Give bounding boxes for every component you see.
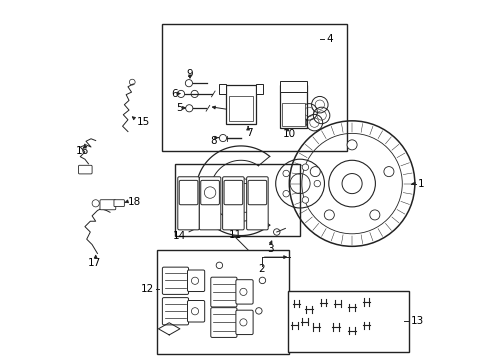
Text: 18: 18 bbox=[128, 197, 141, 207]
FancyBboxPatch shape bbox=[187, 301, 204, 322]
FancyBboxPatch shape bbox=[280, 81, 306, 92]
FancyBboxPatch shape bbox=[247, 180, 266, 205]
Text: 1: 1 bbox=[416, 179, 423, 189]
Text: 13: 13 bbox=[410, 316, 423, 325]
FancyBboxPatch shape bbox=[225, 85, 256, 125]
FancyBboxPatch shape bbox=[235, 310, 253, 334]
FancyBboxPatch shape bbox=[210, 308, 237, 337]
Text: 10: 10 bbox=[283, 129, 296, 139]
FancyBboxPatch shape bbox=[78, 165, 92, 174]
Text: 4: 4 bbox=[325, 34, 332, 44]
Text: 5: 5 bbox=[176, 103, 183, 113]
FancyBboxPatch shape bbox=[229, 96, 252, 121]
Bar bbox=[287, 291, 408, 352]
Text: 16: 16 bbox=[76, 146, 89, 156]
Text: 12: 12 bbox=[140, 284, 153, 294]
FancyBboxPatch shape bbox=[187, 270, 204, 292]
Circle shape bbox=[204, 187, 215, 198]
FancyBboxPatch shape bbox=[280, 85, 306, 128]
FancyBboxPatch shape bbox=[224, 184, 257, 212]
Text: 8: 8 bbox=[210, 136, 217, 145]
Circle shape bbox=[346, 140, 356, 150]
FancyBboxPatch shape bbox=[178, 177, 199, 230]
FancyBboxPatch shape bbox=[162, 267, 188, 294]
Circle shape bbox=[283, 190, 289, 197]
Text: 15: 15 bbox=[137, 117, 150, 127]
FancyBboxPatch shape bbox=[256, 84, 262, 94]
FancyBboxPatch shape bbox=[199, 177, 221, 230]
Text: 6: 6 bbox=[170, 89, 177, 99]
FancyBboxPatch shape bbox=[246, 177, 267, 230]
Circle shape bbox=[383, 167, 393, 177]
Bar bbox=[162, 24, 346, 151]
FancyBboxPatch shape bbox=[219, 84, 225, 94]
Text: 3: 3 bbox=[266, 244, 273, 254]
FancyBboxPatch shape bbox=[114, 200, 124, 207]
Text: 11: 11 bbox=[228, 230, 242, 240]
Text: 9: 9 bbox=[186, 69, 193, 79]
FancyBboxPatch shape bbox=[282, 103, 305, 126]
Circle shape bbox=[313, 180, 320, 187]
Bar bbox=[156, 250, 289, 354]
Bar bbox=[174, 164, 300, 235]
Text: 14: 14 bbox=[172, 231, 185, 241]
FancyBboxPatch shape bbox=[210, 277, 237, 307]
FancyBboxPatch shape bbox=[235, 280, 253, 304]
Text: 2: 2 bbox=[258, 264, 264, 274]
Text: 9: 9 bbox=[233, 105, 239, 116]
FancyBboxPatch shape bbox=[162, 298, 188, 325]
Circle shape bbox=[302, 197, 308, 203]
Circle shape bbox=[283, 170, 289, 177]
Circle shape bbox=[324, 210, 334, 220]
FancyBboxPatch shape bbox=[100, 200, 116, 210]
Text: 17: 17 bbox=[88, 258, 101, 268]
Text: 7: 7 bbox=[245, 128, 252, 138]
FancyBboxPatch shape bbox=[201, 180, 219, 205]
FancyBboxPatch shape bbox=[179, 180, 198, 205]
Circle shape bbox=[369, 210, 379, 220]
FancyBboxPatch shape bbox=[222, 177, 244, 230]
FancyBboxPatch shape bbox=[224, 180, 242, 205]
Circle shape bbox=[302, 164, 308, 170]
Circle shape bbox=[309, 167, 320, 177]
